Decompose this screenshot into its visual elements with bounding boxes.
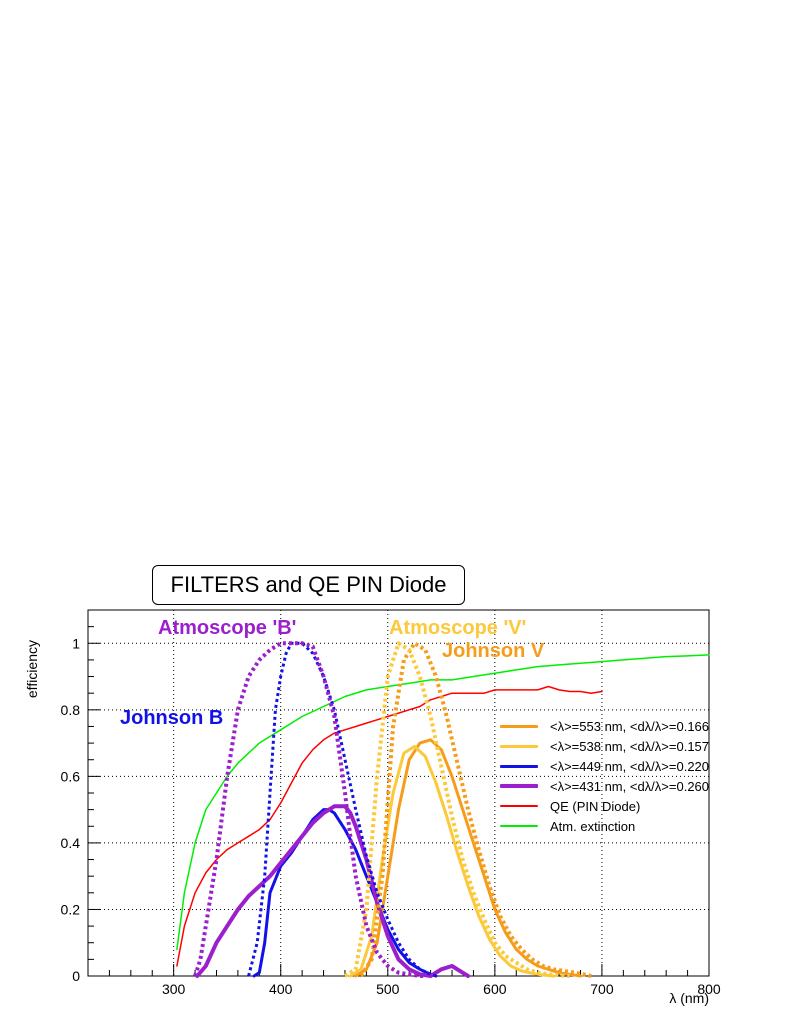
series-line-dotted xyxy=(193,641,426,978)
series-line-dotted xyxy=(359,641,592,978)
annotation-johnson-b: Johnson B xyxy=(120,707,224,729)
series-line xyxy=(176,654,710,951)
legend-label: QE (PIN Diode) xyxy=(550,798,641,814)
x-tick-label: 600 xyxy=(483,981,507,997)
ticks: 300 400 500 600 700 800 0 0.2 0.4 0.6 0.8 1 xyxy=(61,626,721,997)
y-axis-label: efficiency xyxy=(24,640,40,699)
legend-item: QE (PIN Diode) xyxy=(500,796,709,816)
series xyxy=(176,641,710,978)
legend-swatch xyxy=(500,784,538,788)
legend-swatch xyxy=(500,744,538,748)
x-axis-label: λ (nm) xyxy=(669,990,709,1006)
y-tick-label: 0.8 xyxy=(61,702,81,718)
legend-label: <λ>=431 nm, <dλ/λ>=0.260 xyxy=(550,778,710,794)
legend-label: <λ>=553 nm, <dλ/λ>=0.166 xyxy=(550,718,710,734)
chart-title: FILTERS and QE PIN Diode xyxy=(152,565,465,605)
x-tick-label: 400 xyxy=(269,981,293,997)
legend-item: Atm. extinction xyxy=(500,816,709,836)
legend-item: <λ>=553 nm, <dλ/λ>=0.166 xyxy=(500,716,709,736)
annotation-johnson-v: Johnson V xyxy=(442,640,545,662)
legend: <λ>=553 nm, <dλ/λ>=0.166 <λ>=538 nm, <dλ… xyxy=(500,716,709,836)
legend-label: <λ>=538 nm, <dλ/λ>=0.157 xyxy=(550,738,710,754)
legend-item: <λ>=449 nm, <dλ/λ>=0.220 xyxy=(500,756,709,776)
legend-swatch xyxy=(500,805,538,807)
legend-swatch xyxy=(500,825,538,827)
legend-item: <λ>=431 nm, <dλ/λ>=0.260 xyxy=(500,776,709,796)
series-line xyxy=(252,808,438,978)
y-tick-label: 0.4 xyxy=(61,835,81,851)
x-tick-label: 800 xyxy=(697,981,721,997)
annotation-atmoscope-b: Atmoscope 'B' xyxy=(158,617,297,639)
legend-item: <λ>=538 nm, <dλ/λ>=0.157 xyxy=(500,736,709,756)
y-tick-label: 0 xyxy=(72,968,80,984)
legend-label: <λ>=449 nm, <dλ/λ>=0.220 xyxy=(550,758,710,774)
x-tick-label: 500 xyxy=(376,981,400,997)
y-tick-label: 1 xyxy=(72,635,80,651)
y-tick-label: 0.6 xyxy=(61,768,81,784)
legend-swatch xyxy=(500,724,538,728)
annotation-atmoscope-v: Atmoscope 'V' xyxy=(389,617,527,639)
series-line-dotted xyxy=(343,641,570,978)
x-tick-label: 300 xyxy=(162,981,186,997)
series-line xyxy=(348,744,556,978)
legend-swatch xyxy=(500,764,538,768)
x-tick-label: 700 xyxy=(590,981,614,997)
series-line xyxy=(176,685,603,967)
y-tick-label: 0.2 xyxy=(61,901,81,917)
legend-label: Atm. extinction xyxy=(550,818,636,834)
series-line xyxy=(195,804,471,978)
